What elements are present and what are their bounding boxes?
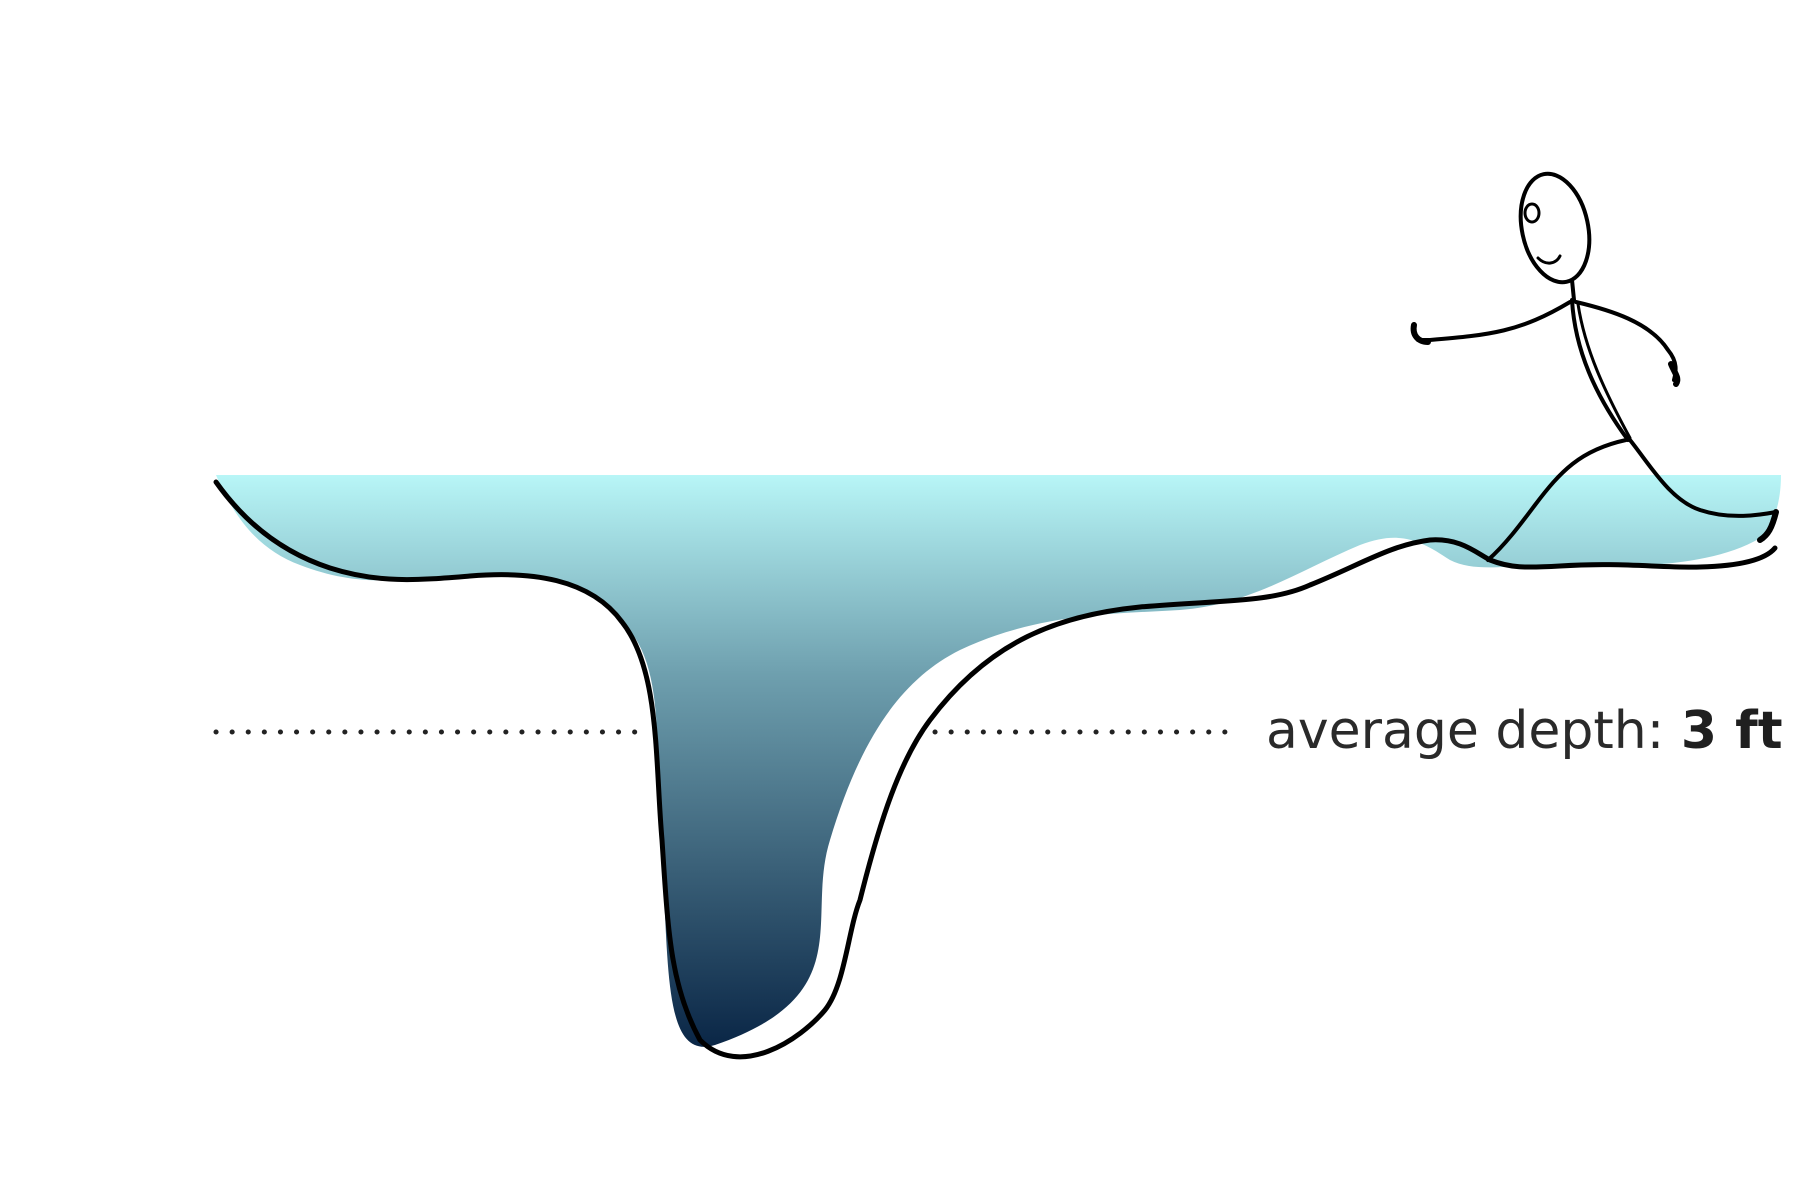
stick-figure-back-hand <box>1668 361 1681 387</box>
stick-figure-front-leg <box>1628 438 1778 518</box>
stick-figure-front-arm <box>1416 300 1572 342</box>
stick-figure-back-leg <box>1486 438 1628 562</box>
average-depth-label: average depth: 3 ft <box>1266 701 1783 761</box>
stick-figure-neck <box>1570 278 1576 302</box>
stick-figure-front-hand <box>1410 322 1431 345</box>
stick-figure-torso <box>1570 298 1630 442</box>
stick-figure-smile <box>1536 254 1562 265</box>
stick-figure-head <box>1518 171 1592 285</box>
average-depth-prefix: average depth: <box>1266 701 1681 761</box>
stick-figure-front-foot <box>1757 509 1779 543</box>
water-body <box>216 475 1781 1047</box>
average-depth-value: 3 ft <box>1681 701 1783 761</box>
stick-figure-torso-inner <box>1576 302 1632 440</box>
stick-figure-eye <box>1523 202 1541 224</box>
stick-figure-icon <box>1410 171 1779 562</box>
stick-figure-back-arm <box>1574 300 1678 382</box>
